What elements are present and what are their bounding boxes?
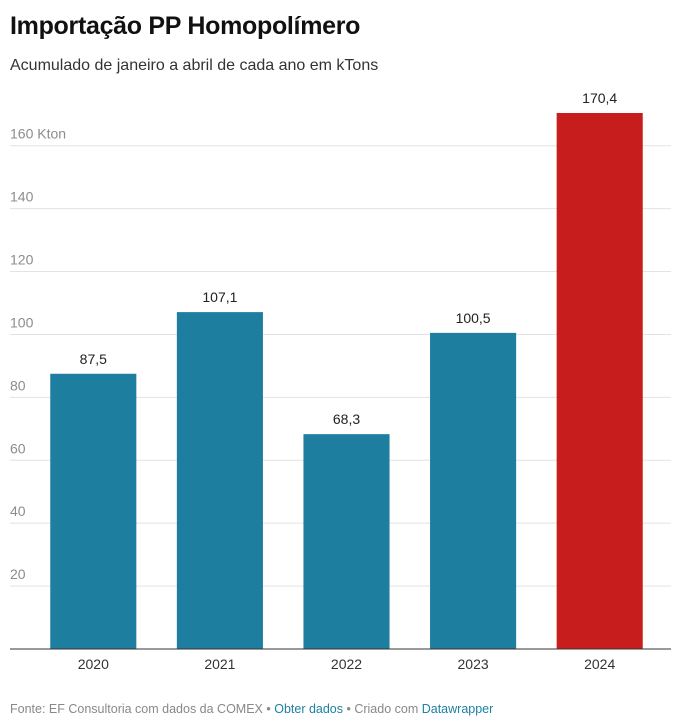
bar-2021 xyxy=(176,312,263,649)
bar-chart: 20 40 60 80 100 120 140 160 Kton 87,5 107,1 68,3 1… xyxy=(10,90,671,672)
value-label: 68,3 xyxy=(333,411,360,427)
x-tick-label: 2021 xyxy=(204,656,235,672)
x-tick-label: 2024 xyxy=(584,656,615,672)
bar-2024 xyxy=(556,113,643,649)
get-data-link[interactable]: Obter dados xyxy=(274,702,344,716)
value-label: 100,5 xyxy=(456,310,491,326)
x-tick-label: 2023 xyxy=(458,656,489,672)
y-tick-label: 60 xyxy=(10,440,26,456)
footer-separator: • xyxy=(262,702,275,716)
value-label: 170,4 xyxy=(582,90,617,106)
y-tick-label: 40 xyxy=(10,503,26,519)
x-tick-labels: 2020 2021 2022 2023 2024 xyxy=(78,656,616,672)
bar-2020 xyxy=(50,373,137,649)
value-labels: 87,5 107,1 68,3 100,5 170,4 xyxy=(80,90,618,427)
chart-subtitle: Acumulado de janeiro a abril de cada ano… xyxy=(10,57,379,74)
y-tick-label: 140 xyxy=(10,189,34,205)
x-tick-label: 2022 xyxy=(331,656,362,672)
y-tick-label: 20 xyxy=(10,566,26,582)
footer-created-with: • Criado com xyxy=(343,702,422,716)
value-label: 107,1 xyxy=(202,289,237,305)
datawrapper-link[interactable]: Datawrapper xyxy=(421,702,494,716)
x-tick-label: 2020 xyxy=(78,656,109,672)
footer: Fonte: EF Consultoria com dados da COMEX… xyxy=(10,702,493,716)
bar-2023 xyxy=(430,332,517,649)
bars xyxy=(50,113,643,649)
y-tick-label: 160 Kton xyxy=(10,126,66,142)
y-tick-label: 100 xyxy=(10,314,34,330)
chart-title: Importação PP Homopolímero xyxy=(10,12,361,40)
bar-2022 xyxy=(303,434,390,649)
footer-source: Fonte: EF Consultoria com dados da COMEX xyxy=(10,702,263,716)
y-tick-label: 80 xyxy=(10,377,26,393)
y-tick-labels: 20 40 60 80 100 120 140 160 Kton xyxy=(10,126,66,582)
value-label: 87,5 xyxy=(80,351,107,367)
y-tick-label: 120 xyxy=(10,252,34,268)
